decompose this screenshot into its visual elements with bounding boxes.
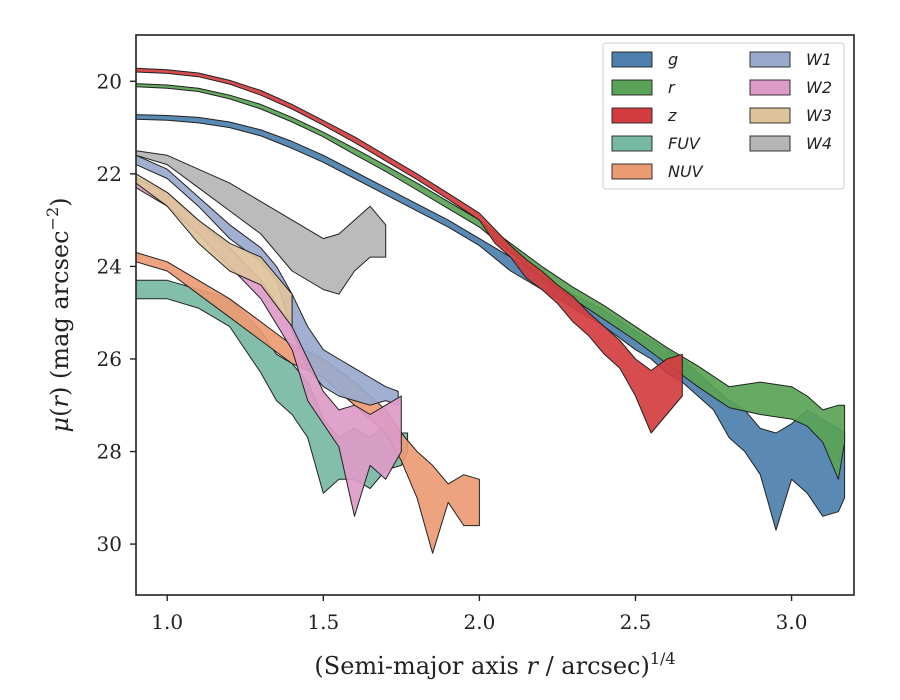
plot-frame [135, 34, 855, 596]
series-band-w4 [135, 150, 387, 295]
series-layer [135, 67, 846, 554]
legend-swatch-z [611, 107, 653, 124]
legend-swatch-w1 [749, 51, 791, 68]
x-tick-label: 3.0 [776, 610, 808, 634]
y-tick-label: 20 [97, 69, 122, 93]
legend-label-g: g [668, 50, 678, 69]
legend-label-w2: W2 [806, 78, 832, 97]
series-band-w3 [135, 173, 293, 328]
y-tick-label: 22 [97, 162, 122, 186]
y-axis-label: μ(r) (mag arcsec−2) [43, 197, 74, 432]
legend-swatch-r [611, 79, 653, 96]
legend-swatch-w4 [749, 135, 791, 152]
legend-label-z: z [667, 106, 677, 125]
legend-label-w4: W4 [806, 134, 832, 153]
series-band-r [135, 83, 846, 480]
legend-swatch-w2 [749, 79, 791, 96]
y-tick-label: 28 [97, 440, 122, 464]
y-tick-label: 26 [97, 347, 122, 371]
legend-frame [602, 42, 845, 190]
x-tick-label: 1.5 [307, 610, 339, 634]
series-band-g [135, 114, 846, 531]
x-axis-ticks: 1.0 1.5 2.0 2.5 3.0 [151, 595, 807, 634]
legend-swatch-g [611, 51, 653, 68]
x-axis-label: (Semi-major axis r / arcsec)1/4 [314, 649, 675, 680]
legend-label-nuv: NUV [668, 162, 704, 181]
legend-label-r: r [668, 78, 676, 97]
legend-label-fuv: FUV [668, 134, 701, 153]
legend-label-w3: W3 [806, 106, 832, 125]
y-tick-label: 30 [97, 532, 122, 556]
legend-swatch-w3 [749, 107, 791, 124]
y-tick-label: 24 [97, 254, 122, 278]
x-tick-label: 1.0 [151, 610, 183, 634]
x-tick-label: 2.0 [463, 610, 495, 634]
series-band-z [135, 67, 683, 434]
legend-label-w1: W1 [806, 50, 832, 69]
x-tick-label: 2.5 [620, 610, 652, 634]
legend-swatch-nuv [611, 163, 653, 180]
legend-swatch-fuv [611, 135, 653, 152]
y-axis-ticks: 20 22 24 26 28 30 [97, 69, 136, 556]
legend: grz FUV NUV W1 W2 W3 W4 [602, 42, 845, 190]
